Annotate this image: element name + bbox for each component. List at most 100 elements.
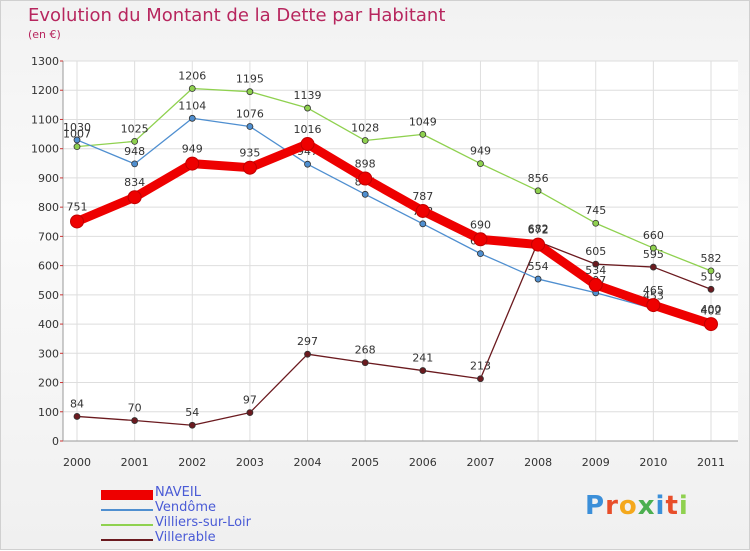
data-label: 519 [701, 270, 722, 283]
data-label: 949 [470, 145, 491, 158]
data-point [188, 85, 196, 92]
data-label: 948 [124, 145, 145, 158]
x-tick-label: 2002 [178, 456, 206, 469]
data-point [70, 214, 84, 229]
logo-letter: x [637, 491, 656, 521]
data-label: 297 [297, 335, 318, 348]
data-point [534, 275, 542, 283]
data-label: 660 [643, 229, 664, 242]
x-tick-label: 2011 [697, 456, 725, 469]
legend-swatch-naveil [101, 489, 153, 500]
data-point [73, 143, 81, 151]
data-point [73, 413, 81, 420]
x-tick-label: 2004 [294, 456, 322, 469]
data-point [246, 409, 254, 417]
data-point [246, 123, 254, 130]
data-label: 70 [128, 402, 142, 415]
legend-swatch-villiers [101, 523, 153, 526]
data-label: 1049 [409, 115, 437, 128]
data-label: 834 [124, 176, 145, 189]
data-label: 465 [643, 284, 664, 297]
x-tick-label: 2007 [466, 456, 494, 469]
data-label: 241 [412, 352, 433, 365]
chart-subtitle: (en €) [28, 28, 61, 41]
legend-swatch-villerable [101, 538, 153, 541]
logo-letter: t [665, 491, 679, 521]
y-tick-label: 500 [38, 289, 59, 302]
legend-label-villiers: Villiers-sur-Loir [155, 515, 252, 530]
x-tick-label: 2001 [121, 456, 149, 469]
data-label: 1195 [236, 73, 264, 86]
series-line-vend-me [76, 117, 712, 325]
data-point [242, 160, 257, 175]
data-label: 595 [643, 248, 664, 261]
data-label: 268 [355, 344, 376, 357]
series-line-naveil [72, 139, 716, 329]
legend-label-villerable: Villerable [155, 530, 216, 545]
data-label: 856 [528, 172, 549, 185]
data-label: 1028 [351, 122, 379, 135]
data-point [304, 104, 311, 112]
x-tick-label: 2000 [63, 456, 91, 469]
data-point [185, 156, 200, 171]
data-point [707, 285, 715, 293]
data-point [534, 187, 542, 195]
y-tick-label: 400 [38, 318, 59, 331]
data-point [188, 114, 196, 122]
y-tick-label: 600 [38, 260, 59, 273]
logo-letter: r [605, 491, 619, 521]
data-point [131, 417, 139, 424]
data-point [73, 136, 81, 144]
data-point [477, 250, 484, 258]
data-point [477, 375, 484, 383]
x-tick-label: 2005 [351, 456, 379, 469]
data-label: 534 [585, 264, 606, 277]
data-point [358, 171, 373, 186]
x-tick-label: 2008 [524, 456, 552, 469]
legend-label-naveil: NAVEIL [155, 485, 201, 500]
data-label: 1104 [178, 99, 206, 112]
data-label: 949 [182, 143, 203, 156]
data-point [300, 137, 315, 152]
data-label: 751 [67, 200, 88, 213]
data-label: 402 [701, 304, 722, 317]
data-point [707, 267, 715, 275]
data-point [531, 237, 546, 252]
series-line-villerable [76, 240, 712, 426]
proxiti-logo: Proxiti [585, 491, 689, 521]
data-point [704, 317, 718, 332]
x-tick-label: 2009 [582, 456, 610, 469]
data-label: 672 [528, 224, 549, 237]
data-label: 97 [243, 394, 257, 407]
data-point [419, 367, 427, 374]
data-label: 582 [701, 252, 722, 265]
data-label: 400 [701, 303, 722, 316]
data-point [415, 203, 430, 218]
data-point [588, 277, 603, 292]
data-point [592, 219, 600, 227]
data-label: 1007 [63, 128, 91, 141]
data-label: 213 [470, 360, 491, 373]
logo-letter: i [678, 491, 689, 521]
data-point [419, 130, 427, 138]
x-tick-label: 2010 [639, 456, 667, 469]
y-tick-label: 800 [38, 201, 59, 214]
y-tick-label: 1300 [31, 55, 59, 68]
y-tick-label: 700 [38, 230, 59, 243]
data-point [361, 137, 369, 144]
data-point [361, 190, 369, 198]
data-label: 745 [585, 204, 606, 217]
logo-letter: i [655, 491, 666, 521]
chart-title: Evolution du Montant de la Dette par Hab… [28, 5, 446, 26]
data-label: 1139 [294, 89, 322, 102]
data-point [188, 421, 196, 429]
y-tick-label: 1000 [31, 143, 59, 156]
data-point [649, 263, 657, 271]
y-tick-label: 300 [38, 347, 59, 360]
series-line-villiers-sur-loir [76, 87, 712, 272]
y-tick-label: 1200 [31, 84, 59, 97]
data-point [304, 160, 311, 168]
y-tick-label: 1100 [31, 113, 59, 126]
data-label: 1030 [63, 121, 91, 134]
